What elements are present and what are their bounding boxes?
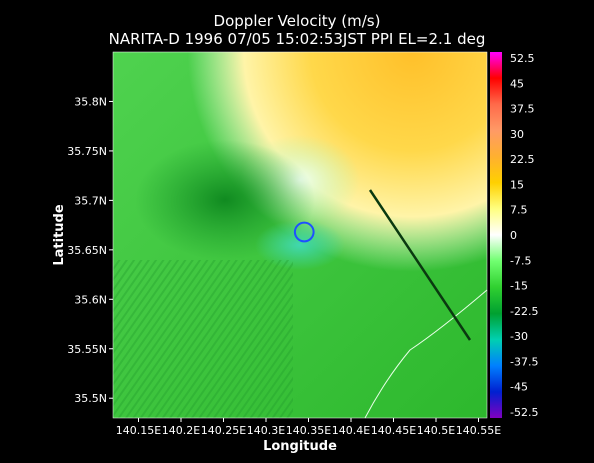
colorbar-label: 0 <box>510 229 517 242</box>
colorbar-label: 37.5 <box>510 103 535 116</box>
x-tick-label: 140.3E <box>247 424 285 437</box>
colorbar-label: -15 <box>510 280 528 293</box>
y-tick-label: 35.6N <box>74 293 107 306</box>
y-axis-label: Latitude <box>52 204 67 266</box>
colorbar-label: 52.5 <box>510 52 535 65</box>
y-tick-label: 35.5N <box>74 392 107 405</box>
x-tick-label: 140.55E <box>456 424 501 437</box>
y-tick-label: 35.75N <box>67 145 107 158</box>
y-tick-label: 35.65N <box>67 244 107 257</box>
x-tick-label: 140.15E <box>116 424 161 437</box>
colorbar-label: 45 <box>510 77 524 90</box>
colorbar-label: -52.5 <box>510 406 538 419</box>
x-tick-label: 140.4E <box>332 424 370 437</box>
x-axis-label: Longitude <box>263 439 337 454</box>
x-axis: 140.15E 140.2E 140.25E 140.3E 140.35E 140.4E 1… <box>116 418 501 437</box>
x-tick-label: 140.25E <box>201 424 246 437</box>
colorbar <box>490 52 502 418</box>
x-tick-label: 140.35E <box>286 424 331 437</box>
y-axis: 35.8N 35.75N 35.7N 35.65N 35.6N 35.55N 35.5N <box>67 95 113 405</box>
colorbar-label: 30 <box>510 128 524 141</box>
colorbar-ticks: 52.5 45 37.5 30 22.5 15 7.5 0 -7.5 -15 -22.5 -30 -37… <box>510 52 538 419</box>
colorbar-label: 7.5 <box>510 204 528 217</box>
colorbar-label: -37.5 <box>510 355 538 368</box>
y-tick-label: 35.7N <box>74 194 107 207</box>
chart-subtitle: NARITA-D 1996 07/05 15:02:53JST PPI EL=2… <box>109 30 486 48</box>
colorbar-label: -22.5 <box>510 305 538 318</box>
plot-area <box>112 51 488 419</box>
y-tick-label: 35.55N <box>67 343 107 356</box>
colorbar-label: -30 <box>510 330 528 343</box>
y-tick-label: 35.8N <box>74 95 107 108</box>
vortex-circle <box>293 221 315 243</box>
colorbar-label: -45 <box>510 381 528 394</box>
colorbar-label: 22.5 <box>510 153 535 166</box>
chart-title: Doppler Velocity (m/s) <box>214 12 381 30</box>
colorbar-label: -7.5 <box>510 254 531 267</box>
x-tick-label: 140.45E <box>371 424 416 437</box>
colorbar-label: 15 <box>510 178 524 191</box>
x-tick-label: 140.2E <box>162 424 200 437</box>
x-tick-label: 140.5E <box>417 424 455 437</box>
